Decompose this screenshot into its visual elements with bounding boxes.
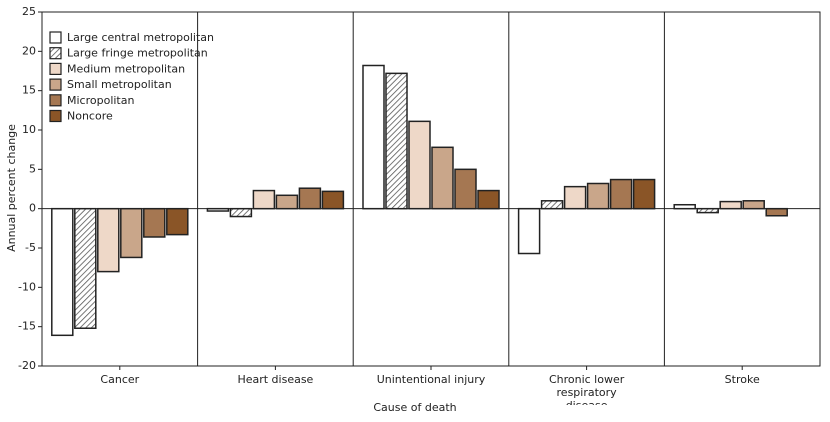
x-tick-label: Chronic lower respiratory disease — [548, 373, 625, 405]
y-tick-label: -10 — [18, 280, 36, 293]
bar — [362, 64, 385, 210]
bar — [586, 182, 610, 210]
bar — [742, 200, 765, 210]
y-tick-label: -20 — [18, 359, 36, 372]
bar — [563, 185, 587, 210]
bar — [719, 200, 742, 210]
x-tick-label-box: Unintentional injury — [376, 373, 486, 386]
bar — [321, 190, 345, 210]
bar — [477, 189, 500, 210]
legend-swatch — [49, 94, 62, 107]
legend-label: Large central metropolitan — [67, 31, 214, 44]
bar — [166, 207, 189, 236]
x-tick-label-box: Stroke — [724, 373, 760, 386]
bar — [517, 207, 541, 255]
x-tick-label-box: Cancer — [100, 373, 140, 386]
legend-swatch — [49, 47, 62, 60]
y-tick-label: -15 — [18, 320, 36, 333]
x-tick-label: Cancer — [100, 373, 140, 386]
bar — [673, 203, 696, 210]
x-tick-label: Heart disease — [237, 373, 314, 386]
bar — [408, 120, 431, 210]
bar — [298, 187, 322, 210]
bar — [252, 189, 276, 210]
y-axis-title: Annual percent change — [5, 124, 18, 252]
y-tick-label: 5 — [29, 162, 36, 175]
bar — [120, 207, 143, 259]
bar — [696, 207, 719, 214]
legend-label: Small metropolitan — [67, 78, 172, 91]
legend-label: Noncore — [67, 110, 113, 123]
y-tick-label: 0 — [29, 202, 36, 215]
bar — [540, 200, 564, 210]
y-tick-label: 15 — [22, 84, 36, 97]
y-tick-label: 10 — [22, 123, 36, 136]
legend-label: Large fringe metropolitan — [67, 47, 208, 60]
x-axis-title: Cause of death — [373, 401, 456, 414]
x-tick-label-box: Heart disease — [237, 373, 314, 386]
bar — [632, 178, 656, 210]
bar — [51, 207, 74, 337]
bar — [454, 168, 477, 210]
legend-label: Medium metropolitan — [67, 62, 185, 75]
bar — [97, 207, 120, 273]
legend-swatch — [49, 62, 62, 76]
x-tick-label: Unintentional injury — [376, 373, 486, 386]
x-tick-label-box: Chronic lower respiratory disease — [548, 373, 625, 405]
bar — [609, 178, 633, 210]
bar — [765, 207, 788, 217]
legend-label: Micropolitan — [67, 94, 134, 107]
y-tick-label: 25 — [22, 5, 36, 18]
legend-swatch — [49, 78, 62, 91]
legend-swatch — [49, 31, 62, 44]
bar — [229, 207, 253, 218]
x-tick-label: Stroke — [724, 373, 760, 386]
y-tick-label: -5 — [25, 241, 36, 254]
bar — [385, 72, 408, 210]
bar — [275, 194, 299, 210]
y-tick-label: 20 — [22, 44, 36, 57]
bar — [143, 207, 166, 238]
bar — [431, 146, 454, 210]
bar — [74, 207, 97, 329]
legend-swatch — [49, 109, 62, 123]
